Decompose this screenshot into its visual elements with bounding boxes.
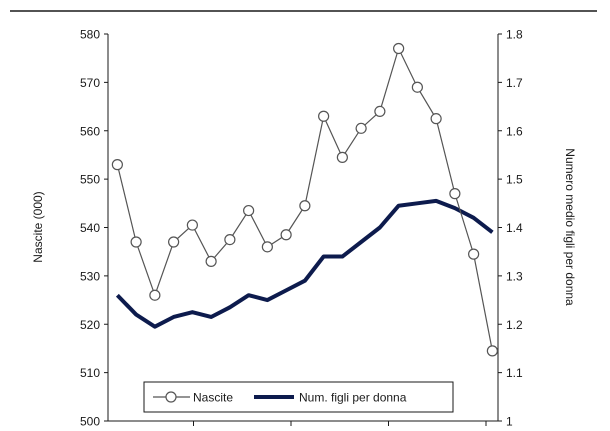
right-tick-label: 1 <box>506 415 513 429</box>
left-axis-title: Nascite (000) <box>31 191 45 262</box>
right-axis-title: Numero medio figli per donna <box>563 148 577 306</box>
x-axis-ticks <box>193 421 487 426</box>
axes <box>107 34 499 422</box>
data-point-nascite <box>355 122 367 134</box>
data-point-nascite <box>243 204 255 217</box>
left-axis-ticks: 500 510 520 530 540 550 560 570 580 <box>80 28 108 429</box>
left-tick-label: 580 <box>80 28 100 42</box>
data-point-nascite <box>374 105 386 118</box>
legend-label-figli: Num. figli per donna <box>299 391 407 405</box>
data-point-nascite <box>224 233 236 246</box>
data-point-nascite <box>318 110 330 122</box>
legend-box <box>143 381 454 413</box>
data-point-nascite <box>149 289 161 301</box>
right-tick-label: 1.7 <box>506 76 523 90</box>
data-point-nascite <box>430 113 442 125</box>
right-tick-label: 1.5 <box>506 173 523 187</box>
data-point-nascite <box>468 248 480 260</box>
legend-label-nascite: Nascite <box>193 391 233 405</box>
left-tick-label: 550 <box>80 173 100 187</box>
left-tick-label: 540 <box>80 221 100 235</box>
data-point-nascite <box>205 255 217 267</box>
right-tick-label: 1.4 <box>506 221 523 235</box>
data-point-nascite <box>186 219 198 231</box>
data-point-nascite <box>261 241 273 253</box>
data-point-nascite <box>411 81 423 93</box>
data-point-nascite <box>111 159 123 171</box>
data-point-nascite <box>130 236 142 248</box>
left-tick-label: 530 <box>80 269 100 283</box>
data-point-nascite <box>299 200 311 212</box>
right-axis-ticks: 1 1.1 1.2 1.3 1.4 1.5 1.6 1.7 1.8 <box>498 28 523 429</box>
series-line-figli <box>115 198 494 329</box>
right-tick-label: 1.1 <box>506 366 523 380</box>
data-point-nascite <box>449 188 461 200</box>
data-point-nascite <box>393 42 405 55</box>
right-tick-label: 1.2 <box>506 318 523 332</box>
series-layer <box>111 42 498 357</box>
left-tick-label: 500 <box>80 415 100 429</box>
left-tick-label: 570 <box>80 76 100 90</box>
right-tick-label: 1.3 <box>506 269 523 283</box>
data-point-nascite <box>280 229 292 241</box>
left-tick-label: 520 <box>80 318 100 332</box>
data-point-nascite <box>486 345 498 357</box>
left-tick-label: 510 <box>80 366 100 380</box>
right-tick-label: 1.8 <box>506 28 523 42</box>
legend-marker-nascite <box>165 391 177 403</box>
right-tick-label: 1.6 <box>506 124 523 138</box>
data-point-nascite <box>168 236 180 248</box>
left-tick-label: 560 <box>80 124 100 138</box>
data-point-nascite <box>336 151 348 163</box>
legend: Nascite Num. figli per donna <box>143 381 454 413</box>
